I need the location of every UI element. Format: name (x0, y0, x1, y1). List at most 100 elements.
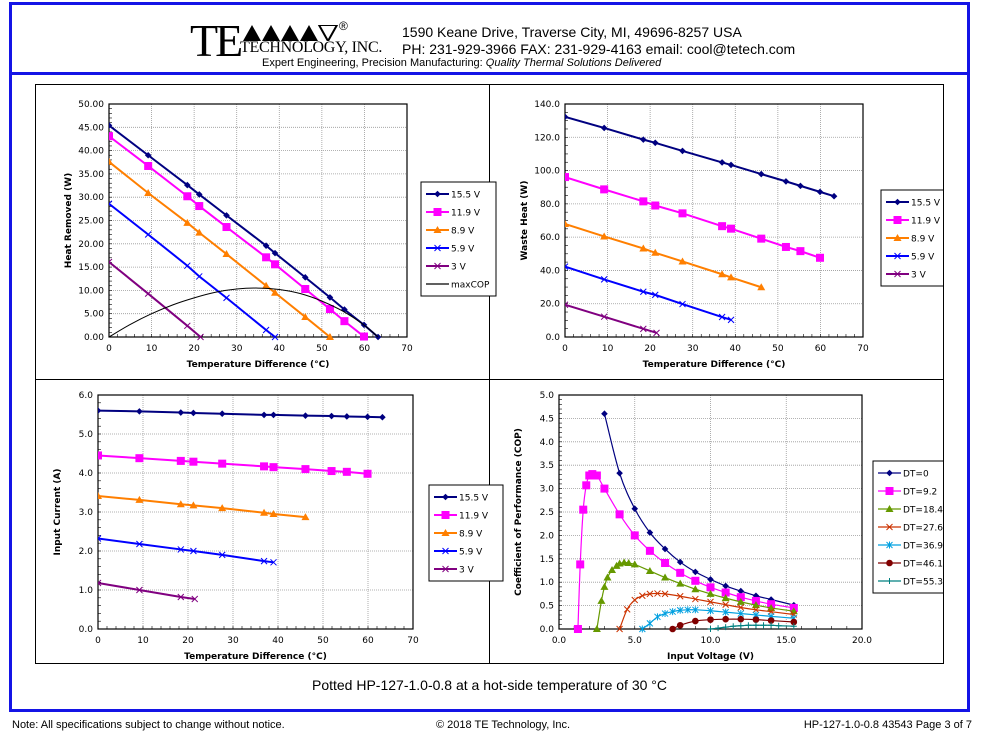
data-point (796, 247, 805, 256)
data-point (692, 617, 699, 625)
x-tick-label: 20 (188, 344, 200, 354)
data-point (669, 625, 676, 633)
y-tick-label: 30.00 (78, 193, 104, 203)
data-point (727, 316, 735, 324)
data-point (109, 122, 113, 129)
legend-swatch-marker (893, 234, 902, 241)
series-line-3-v (565, 303, 657, 334)
legend-label: 5.9 V (911, 253, 935, 263)
y-tick-label: 5.0 (79, 430, 94, 440)
series-group (573, 410, 798, 633)
series-line-3-v (109, 261, 202, 338)
data-point (191, 595, 199, 603)
data-point (325, 333, 334, 340)
data-point (651, 201, 660, 210)
data-point (270, 558, 277, 566)
x-tick-label: 0.0 (552, 636, 567, 646)
data-point (195, 202, 204, 211)
data-point (189, 457, 198, 466)
plot-frame (97, 394, 414, 630)
data-point (144, 189, 153, 197)
data-point (262, 253, 271, 262)
data-point (721, 594, 730, 602)
data-point (565, 113, 569, 121)
legend-label: 8.9 V (459, 530, 483, 540)
data-point (661, 559, 670, 568)
data-point (98, 492, 102, 500)
series-line-3-v (98, 581, 195, 600)
data-point (730, 623, 737, 630)
legend-label: 5.9 V (451, 245, 475, 255)
data-point (661, 610, 669, 618)
data-point (676, 579, 685, 587)
series-line-15-5-v (565, 115, 835, 198)
data-point (600, 232, 609, 240)
y-axis-title: Waste Heat (W) (520, 181, 530, 261)
series-line-15-5-v (98, 409, 383, 419)
data-point (718, 313, 726, 321)
data-point (269, 509, 278, 517)
data-point (691, 576, 700, 585)
x-tick-label: 5.0 (628, 636, 643, 646)
data-point (718, 222, 727, 231)
data-point (616, 469, 623, 477)
y-tick-label: 3.0 (540, 485, 555, 495)
data-point (573, 625, 582, 633)
y-tick-label: 2.0 (79, 547, 94, 557)
y-tick-label: 0.5 (540, 602, 554, 612)
data-point (718, 270, 727, 278)
data-point (722, 624, 729, 631)
data-point (639, 325, 647, 333)
data-point (752, 616, 760, 623)
data-point (328, 412, 335, 420)
y-tick-label: 40.0 (540, 266, 560, 276)
data-point (177, 409, 185, 416)
legend-swatch-marker (885, 505, 894, 512)
chart-divider-horizontal (36, 379, 943, 380)
data-point (737, 604, 745, 611)
data-point (195, 273, 203, 280)
y-tick-label: 4.0 (540, 438, 555, 448)
data-point (646, 590, 654, 598)
x-tick-label: 40 (730, 344, 742, 354)
data-point (722, 608, 730, 616)
data-point (262, 242, 270, 249)
y-tick-label: 45.00 (78, 123, 104, 133)
legend-swatch-marker (441, 511, 450, 519)
legend-label: DT=0 (903, 470, 929, 480)
data-point (260, 557, 268, 565)
y-tick-label: 60.0 (540, 233, 560, 243)
data-point (98, 407, 102, 414)
legend-swatch-marker (433, 226, 442, 233)
y-tick-label: 15.00 (78, 263, 104, 273)
y-tick-label: 5.0 (540, 391, 555, 401)
data-point (639, 244, 648, 252)
legend-label: DT=27.6 (903, 524, 943, 534)
y-tick-label: 25.00 (78, 217, 104, 227)
data-point (727, 224, 736, 233)
data-point (565, 301, 569, 309)
data-point (565, 219, 569, 227)
data-point (301, 312, 310, 320)
data-point (269, 463, 278, 472)
data-point (661, 573, 670, 581)
data-point (576, 560, 585, 569)
charts-canvas: 0 10 20 30 40 50 60 700.005.0010.0015.0020.0025… (53, 100, 943, 662)
data-point (144, 231, 152, 238)
data-point (608, 566, 617, 574)
data-point (197, 333, 204, 341)
x-tick-label: 0 (106, 344, 112, 354)
logo-te-text: TE (190, 15, 243, 66)
data-point (707, 607, 714, 615)
legend-label: 15.5 V (911, 199, 941, 209)
x-tick-label: 40 (274, 344, 286, 354)
data-point (646, 619, 654, 627)
data-point (340, 317, 349, 326)
legend-swatch-marker (885, 487, 894, 495)
data-point (260, 508, 269, 516)
charts-grid: 0 10 20 30 40 50 60 70 0.00 5.00 10.00 15.00 20.00 25… (35, 84, 944, 664)
x-tick-label: 30 (231, 344, 243, 354)
data-point (603, 573, 612, 581)
data-point (177, 593, 185, 601)
legend-label: 3 V (911, 271, 927, 281)
